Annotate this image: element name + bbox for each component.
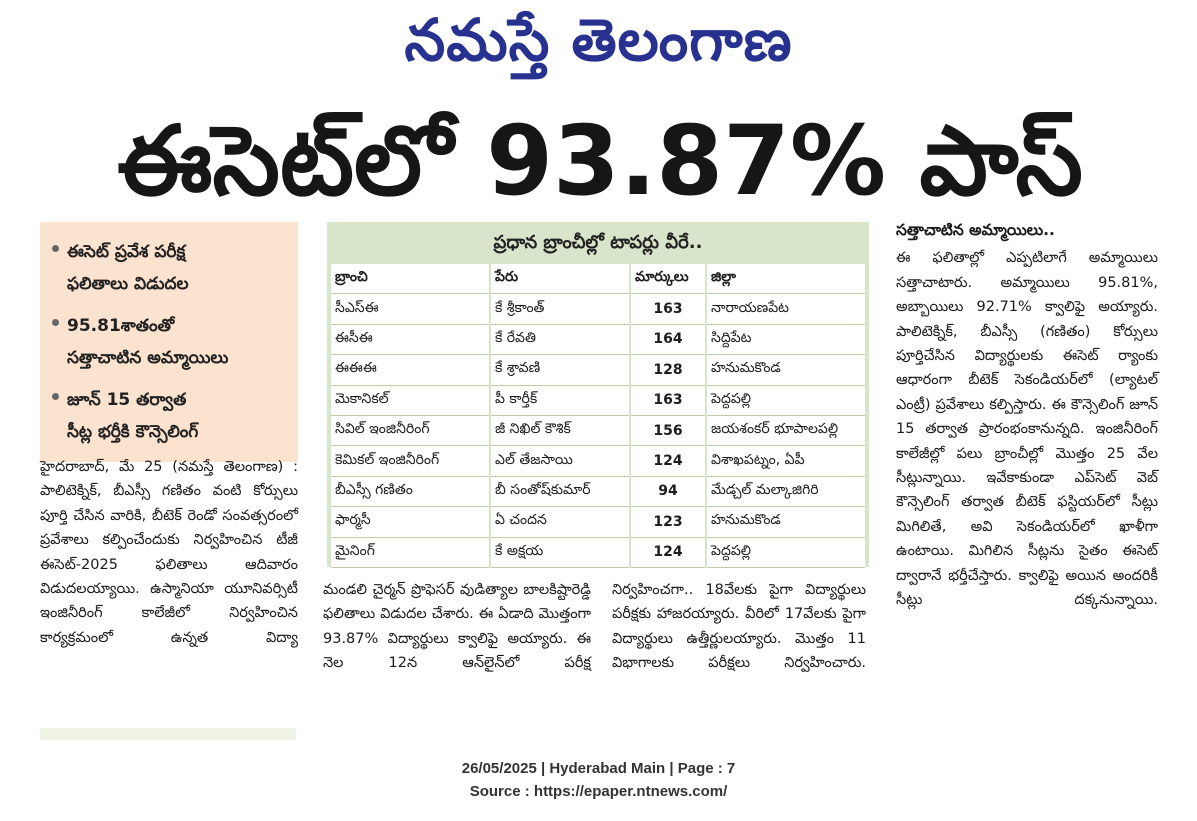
bullet-icon	[52, 319, 59, 326]
bullet-icon	[52, 245, 59, 252]
highlight-line: 95.81శాతంతో	[67, 316, 175, 336]
highlight-line: సీట్ల భర్తీకి కౌన్సెలింగ్	[67, 422, 199, 442]
table-row: ఈసీఈ కే రేవతి 164 సిద్దిపేట	[331, 324, 865, 356]
cell-marks: 123	[629, 506, 706, 538]
table-row: ఈఈఈ కే శ్రావణి 128 హనుమకొండ	[331, 354, 865, 386]
cell-name: జీ నిఖిల్ కౌశిక్	[489, 415, 630, 447]
cell-marks: 156	[629, 415, 706, 447]
col-header-name: పేరు	[489, 264, 630, 295]
cell-district: విశాఖపట్నం, ఏపీ	[705, 445, 865, 477]
highlight-line: ఈసెట్ ప్రవేశ పరీక్ష	[67, 242, 186, 262]
cell-name: బీ సంతోష్‌కుమార్	[489, 476, 630, 508]
article-column-4-text: ఈ ఫలితాల్లో ఎప్పటిలాగే అమ్మాయిలు సత్తాచా…	[896, 250, 1158, 609]
highlight-line: సత్తాచాటిన అమ్మాయిలు	[67, 348, 229, 368]
article-column-3: నిర్వహించగా.. 18వేలకు పైగా విద్యార్థులు …	[612, 582, 866, 672]
article-column-1: హైదరాబాద్, మే 25 (నమస్తే తెలంగాణ) : పాలి…	[40, 459, 298, 646]
cell-branch: కెమికల్ ఇంజినీరింగ్	[331, 445, 490, 477]
subheading: సత్తాచాటిన అమ్మాయిలు..	[896, 221, 1055, 239]
table-row: ఫార్మసీ ఏ చందన 123 హనుమకొండ	[331, 506, 865, 538]
cell-name: ఏ చందన	[489, 506, 630, 538]
table-row: సివిల్ ఇంజినీరింగ్ జీ నిఖిల్ కౌశిక్ 156 …	[331, 415, 865, 447]
cell-branch: సివిల్ ఇంజినీరింగ్	[331, 415, 490, 447]
table-row: మైనింగ్ కే అక్షయ 124 పెద్దపల్లి	[331, 537, 865, 568]
cell-name: పీ కార్తీక్	[489, 385, 630, 416]
cell-marks: 124	[629, 537, 706, 568]
cell-name: ఎల్ తేజసాయి	[489, 445, 630, 477]
footer-source: Source : https://epaper.ntnews.com/	[469, 783, 728, 800]
col-header-branch: బ్రాంచి	[331, 264, 490, 295]
highlight-item: జూన్ 15 తర్వాత సీట్ల భర్తీకి కౌన్సెలింగ్	[52, 384, 290, 448]
cell-district: మేడ్చల్ మల్కాజిగిరి	[705, 476, 865, 508]
highlight-item: ఈసెట్ ప్రవేశ పరీక్ష ఫలితాలు విడుదల	[52, 236, 290, 300]
cell-district: పెద్దపల్లి	[705, 385, 865, 416]
cell-district: జయశంకర్ భూపాలపల్లి	[705, 415, 865, 447]
table-header-row: బ్రాంచి పేరు మార్కులు జిల్లా	[331, 264, 865, 295]
cell-name: కే శ్రీకాంత్	[489, 293, 630, 325]
cell-marks: 128	[629, 354, 706, 386]
table-row: కెమికల్ ఇంజినీరింగ్ ఎల్ తేజసాయి 124 విశా…	[331, 445, 865, 477]
toppers-table-box: ప్రధాన బ్రాంచీల్లో టాపర్లు వీరే.. బ్రాంచ…	[327, 222, 869, 568]
cell-name: కే అక్షయ	[489, 537, 630, 568]
col-header-district: జిల్లా	[705, 264, 865, 295]
table-title: ప్రధాన బ్రాంచీల్లో టాపర్లు వీరే..	[493, 232, 703, 253]
article-column-4: సత్తాచాటిన అమ్మాయిలు.. ఈ ఫలితాల్లో ఎప్పట…	[896, 218, 1158, 613]
cell-branch: ఫార్మసీ	[331, 506, 490, 538]
cell-name: కే శ్రావణి	[489, 354, 630, 386]
footer-date-edition: 26/05/2025 | Hyderabad Main | Page : 7	[461, 760, 736, 777]
table-row: బీఎస్సీ గణితం బీ సంతోష్‌కుమార్ 94 మేడ్చల…	[331, 476, 865, 508]
bullet-icon	[52, 393, 59, 400]
toppers-table: బ్రాంచి పేరు మార్కులు జిల్లా సీఎస్ఈ కే శ…	[331, 264, 865, 568]
cell-district: సిద్దిపేట	[705, 324, 865, 356]
highlight-line: ఫలితాలు విడుదల	[67, 274, 189, 294]
table-row: సీఎస్ఈ కే శ్రీకాంత్ 163 నారాయణపేట	[331, 293, 865, 325]
cell-branch: ఈసీఈ	[331, 324, 490, 356]
col-header-marks: మార్కులు	[629, 264, 706, 295]
cell-branch: మైనింగ్	[331, 537, 490, 568]
cell-marks: 164	[629, 324, 706, 356]
cell-district: హనుమకొండ	[705, 506, 865, 538]
cell-marks: 94	[629, 476, 706, 508]
highlight-line: జూన్ 15 తర్వాత	[67, 390, 187, 410]
article-column-2: మండలి చైర్మన్ ప్రొఫెసర్ వుడిత్యాల బాలకిష…	[323, 582, 591, 672]
table-row: మెకానికల్ పీ కార్తీక్ 163 పెద్దపల్లి	[331, 385, 865, 416]
cell-marks: 163	[629, 385, 706, 416]
highlights-box: ఈసెట్ ప్రవేశ పరీక్ష ఫలితాలు విడుదల 95.81…	[40, 222, 298, 462]
cell-branch: మెకానికల్	[331, 385, 490, 416]
cell-marks: 124	[629, 445, 706, 477]
cell-branch: సీఎస్ఈ	[331, 293, 490, 325]
cell-branch: ఈఈఈ	[331, 354, 490, 386]
cell-branch: బీఎస్సీ గణితం	[331, 476, 490, 508]
cell-name: కే రేవతి	[489, 324, 630, 356]
cell-district: పెద్దపల్లి	[705, 537, 865, 568]
decorative-strip	[40, 728, 296, 740]
cell-district: నారాయణపేట	[705, 293, 865, 325]
highlight-item: 95.81శాతంతో సత్తాచాటిన అమ్మాయిలు	[52, 310, 290, 374]
headline: ఈసెట్‌లో 93.87% పాస్	[117, 105, 1083, 217]
cell-marks: 163	[629, 293, 706, 325]
newspaper-masthead: నమస్తే తెలంగాణ	[404, 6, 793, 74]
cell-district: హనుమకొండ	[705, 354, 865, 386]
